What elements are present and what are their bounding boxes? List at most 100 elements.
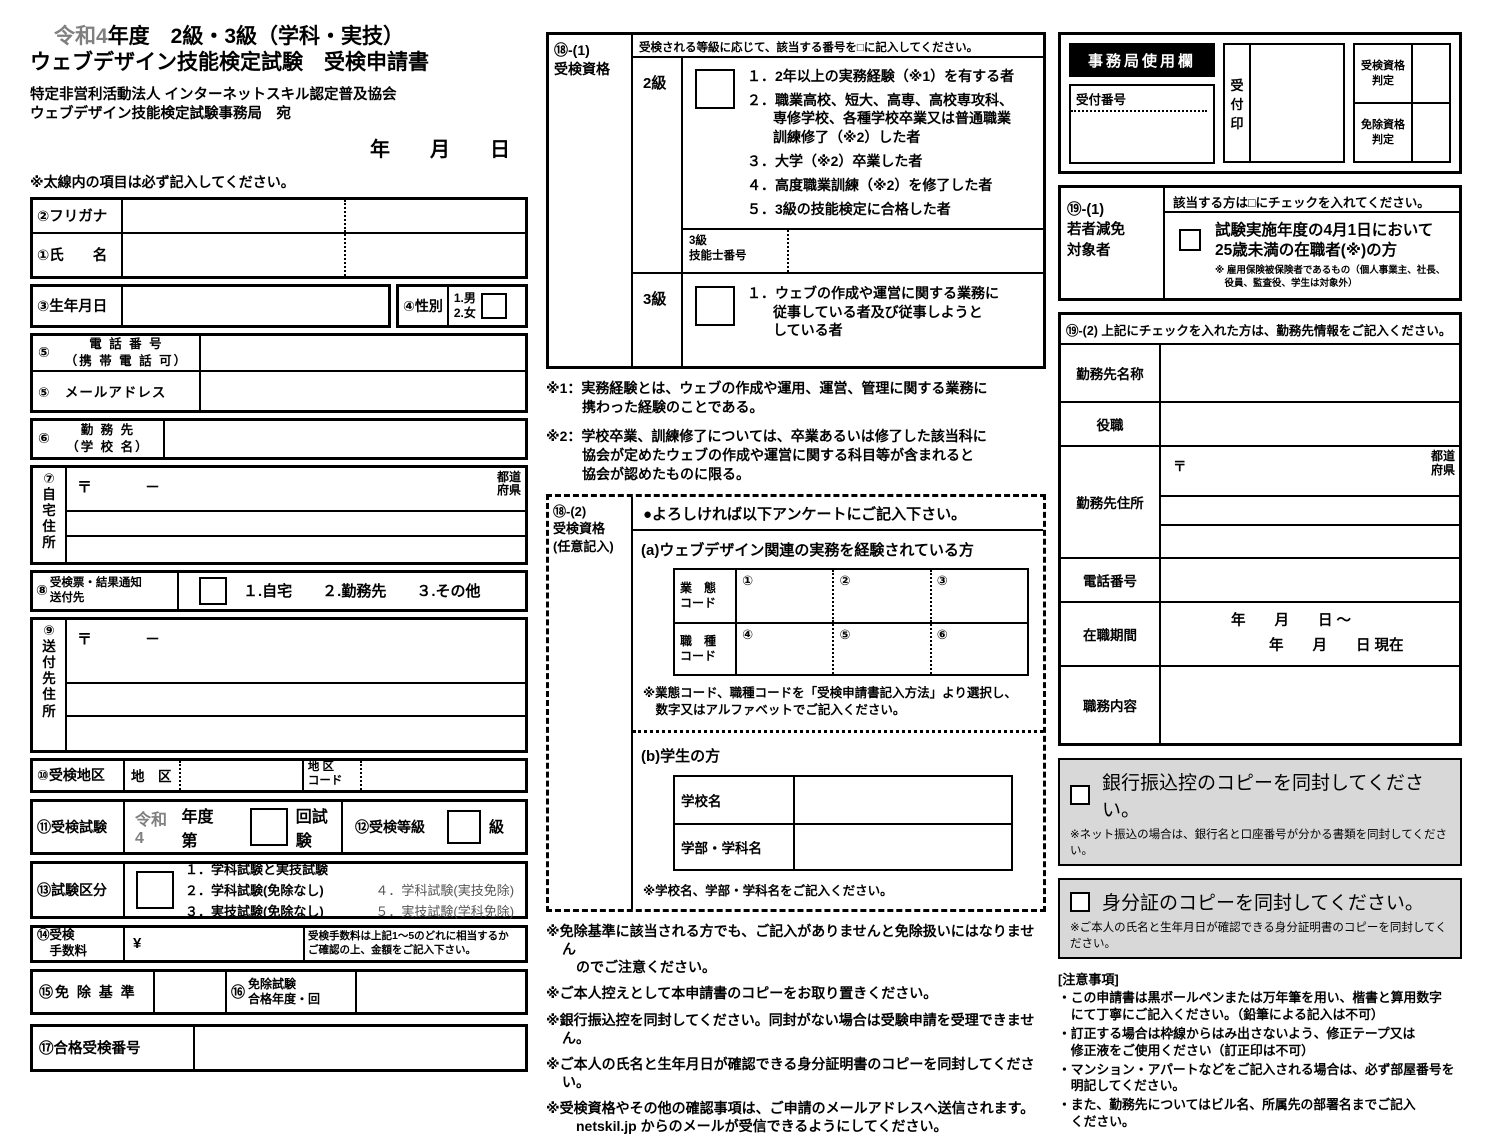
birthdate-label: ③生年月日	[33, 286, 123, 325]
receipt-number-input[interactable]	[1071, 112, 1213, 158]
qualification-header: 受検される等級に応じて、該当する番号を□に記入してください。	[633, 35, 1043, 58]
send-address-line2[interactable]	[67, 717, 525, 750]
grade-number-box[interactable]	[447, 809, 481, 844]
gender-checkbox[interactable]	[480, 292, 507, 319]
home-address-line2[interactable]	[67, 537, 525, 562]
id-copy-checkbox[interactable]	[1070, 891, 1090, 912]
duty-row: 職務内容	[1061, 665, 1459, 743]
pass-number-row: ⑰合格受検番号	[30, 1023, 528, 1072]
sendto-checkbox[interactable]	[199, 576, 227, 605]
division-checkbox[interactable]	[136, 870, 174, 909]
left-column: 令和4年度 2級・3級（学科・実技） ウェブデザイン技能検定試験 受検申請書 特…	[30, 24, 528, 1072]
home-address-rows: 〒 － 都道 府県	[67, 468, 525, 562]
duty-input[interactable]	[1161, 667, 1459, 743]
era-text: 令和4	[135, 811, 168, 847]
employment-period-input[interactable]: 年 月 日 ～ 年 月 日 現在	[1161, 603, 1459, 665]
school-name-input[interactable]	[795, 777, 1011, 823]
survey-header: ●よろしければ以下アンケートにご記入下さい。	[633, 497, 1043, 531]
job-code-cell-6[interactable]: ⑥	[929, 623, 1027, 674]
home-address-line1[interactable]	[67, 512, 525, 537]
office-use-box: 事務局使用欄 受付番号 受 付 印 受検資格 判定 免除資格 判定	[1058, 32, 1462, 174]
name-row: ①氏 名	[33, 233, 525, 276]
workplace-input[interactable]	[165, 421, 525, 457]
survey-a-title: (a)ウェブデザイン関連の実務を経験されている方	[641, 541, 974, 559]
date-line: 年 月 日	[370, 138, 520, 161]
position-input[interactable]	[1161, 403, 1459, 445]
session-number-box[interactable]	[249, 807, 288, 846]
birthdate-box: ③生年月日	[30, 283, 391, 328]
send-address-rows: 〒 －	[67, 620, 525, 750]
student-table: 学校名 学部・学科名	[673, 774, 1013, 871]
survey-box: ⑱-(2) 受検資格 (任意記入) ●よろしければ以下アンケートにご記入下さい。…	[546, 493, 1046, 912]
name-input[interactable]	[123, 233, 525, 276]
grade2-content: １．2年以上の実務経験（※1）を有する者 ２．職業高校、短大、高専、高校専攻科、…	[683, 58, 1043, 273]
workplace-phone-input[interactable]	[1161, 559, 1459, 601]
home-address-label: ⑦ 自 宅 住 所	[33, 467, 67, 562]
job-code-cell-4[interactable]: ④	[737, 624, 832, 674]
business-code-row: 業 態 コード ① ② ③	[675, 569, 1027, 622]
grade2-checkbox[interactable]	[695, 69, 735, 109]
phone-input[interactable]	[201, 336, 525, 370]
postal-mark: 〒 －	[77, 478, 163, 496]
grade2-item-4: ４．高度職業訓練（※2）を修了した者	[747, 176, 993, 193]
district-input[interactable]	[181, 760, 304, 790]
grade3-box-cell	[683, 284, 747, 366]
receipt-stamp-box: 受 付 印	[1223, 43, 1345, 163]
business-code-cell-1[interactable]: ①	[737, 570, 832, 622]
exemption-judgement-row: 免除資格 判定	[1355, 102, 1449, 161]
grade3-label: 3級	[633, 274, 683, 367]
middle-column: ⑱-(1) 受検資格 受検される等級に応じて、該当する番号を□に記入してください…	[546, 32, 1046, 1136]
grade2-item-1: １．2年以上の実務経験（※1）を有する者	[747, 68, 1015, 84]
grade2-item-3: ３．大学（※2）卒業した者	[747, 152, 923, 169]
qualification-label: ⑱-(1) 受検資格	[549, 35, 633, 367]
right-column: 事務局使用欄 受付番号 受 付 印 受検資格 判定 免除資格 判定 ⑲-(1) …	[1058, 32, 1462, 1131]
email-input[interactable]	[201, 372, 525, 410]
receipt-stamp-area[interactable]	[1251, 45, 1343, 161]
district-code-input[interactable]	[362, 761, 525, 790]
survey-b-title: (b)学生の方	[641, 747, 721, 765]
circled-2: ②	[839, 572, 851, 588]
business-code-cell-2[interactable]: ②	[832, 569, 929, 622]
workplace-info-table: ⑲-(2) 上記にチェックを入れた方は、勤務先情報をご記入ください。 勤務先名称…	[1058, 312, 1462, 746]
job-code-cell-5[interactable]: ⑤	[832, 623, 929, 674]
bottom-notes: ※免除基準に該当される方でも、ご記入がありませんと免除扱いにはなりません のでご…	[546, 922, 1046, 1136]
birthdate-input[interactable]	[123, 287, 388, 325]
fee-amount-cell[interactable]: ¥	[125, 928, 303, 960]
phone-label: ⑤ 電 話 番 号 （携 帯 電 話 可）	[33, 335, 201, 370]
workplace-address-line1[interactable]	[1161, 497, 1459, 526]
kyu3-number-input[interactable]	[789, 230, 1043, 272]
division-option-5: ５．実技試験(学科免除)	[375, 904, 515, 920]
sendto-row: ⑧ 受検票・結果通知 送付先 １.自宅 ２.勤務先 ３.その他	[30, 569, 528, 612]
pass-number-input[interactable]	[195, 1027, 525, 1069]
grade2-item-5: ５．3級の技能検定に合格した者	[747, 201, 951, 218]
youth-checkbox[interactable]	[1179, 229, 1201, 251]
division-box-cell	[125, 864, 185, 916]
prefecture-label: 都道 府県	[1430, 449, 1455, 477]
caution-block: [注意事項] ・この申請書は黒ボールペンまたは万年筆を用い、楷書と算用数字 にて…	[1058, 969, 1462, 1131]
exam-division-row: ⑬試験区分 １．学科試験と実技試験 ２．学科試験(免除なし) ４．学科試験(実技…	[30, 860, 528, 920]
employment-period-row: 在職期間 年 月 日 ～ 年 月 日 現在	[1061, 601, 1459, 665]
session-suffix: 回試験	[295, 808, 328, 850]
exempt-exam-input[interactable]	[355, 971, 525, 1012]
home-address-table: ⑦ 自 宅 住 所 〒 － 都道 府県	[30, 464, 528, 565]
furigana-input[interactable]	[123, 199, 525, 232]
office-left: 事務局使用欄 受付番号	[1069, 43, 1215, 164]
code-table: 業 態 コード ① ② ③ 職 種 コード ④ ⑤ ⑥	[673, 567, 1029, 676]
send-address-line1[interactable]	[67, 684, 525, 717]
qualification-judgement-input[interactable]	[1413, 45, 1449, 102]
bank-copy-checkbox[interactable]	[1070, 785, 1090, 805]
business-code-cell-3[interactable]: ③	[929, 569, 1027, 622]
workplace-address-line2[interactable]	[1161, 526, 1459, 555]
school-name-row: 学校名	[675, 776, 1011, 823]
exemption-judgement-input[interactable]	[1413, 104, 1449, 161]
name-table: ②フリガナ ①氏 名	[30, 196, 528, 279]
grade3-checkbox[interactable]	[695, 286, 735, 327]
exemption-input[interactable]	[153, 971, 225, 1012]
id-copy-text: 身分証のコピーを同封してください。	[1102, 893, 1424, 914]
contact-table: ⑤ 電 話 番 号 （携 帯 電 話 可） ⑤ メールアドレス	[30, 332, 528, 413]
judgement-box: 受検資格 判定 免除資格 判定	[1353, 43, 1451, 163]
department-input[interactable]	[795, 825, 1011, 869]
job-code-label: 職 種 コード	[675, 623, 737, 674]
position-label: 役職	[1061, 403, 1161, 445]
workplace-name-input[interactable]	[1161, 345, 1459, 401]
